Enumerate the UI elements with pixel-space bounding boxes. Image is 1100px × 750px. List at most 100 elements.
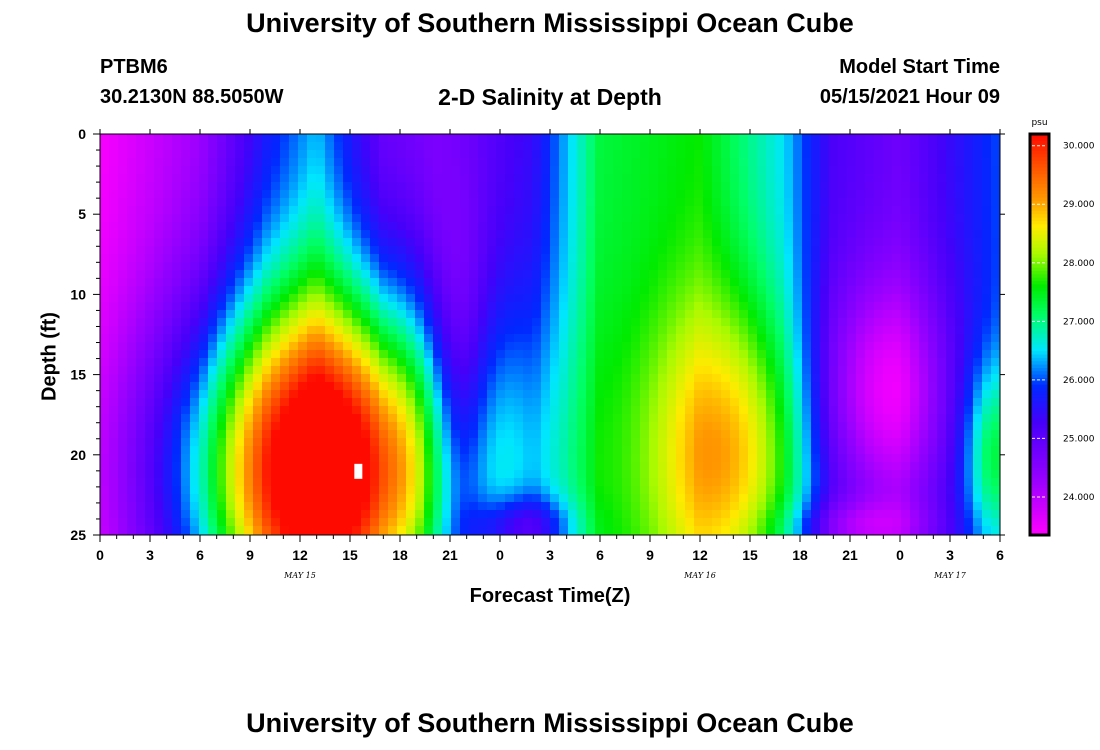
heatmap-cell xyxy=(748,358,758,367)
heatmap-cell xyxy=(928,478,938,487)
heatmap-cell xyxy=(496,342,506,351)
heatmap-cell xyxy=(253,342,263,351)
heatmap-cell xyxy=(748,150,758,159)
heatmap-cell xyxy=(559,190,569,199)
heatmap-cell xyxy=(100,254,110,263)
heatmap-cell xyxy=(577,190,587,199)
heatmap-cell xyxy=(370,454,380,463)
heatmap-cell xyxy=(334,422,344,431)
heatmap-cell xyxy=(397,142,407,151)
heatmap-cell xyxy=(262,326,272,335)
heatmap-cell xyxy=(937,206,947,215)
heatmap-cell xyxy=(685,422,695,431)
heatmap-cell xyxy=(388,462,398,471)
heatmap-cell xyxy=(694,470,704,479)
heatmap-cell xyxy=(568,390,578,399)
heatmap-cell xyxy=(379,454,389,463)
heatmap-cell xyxy=(334,246,344,255)
heatmap-cell xyxy=(163,246,173,255)
heatmap-cell xyxy=(595,166,605,175)
heatmap-cell xyxy=(613,374,623,383)
heatmap-cell xyxy=(442,230,452,239)
heatmap-cell xyxy=(649,398,659,407)
heatmap-cell xyxy=(406,222,416,231)
heatmap-cell xyxy=(991,198,1001,207)
heatmap-cell xyxy=(397,486,407,495)
heatmap-cell xyxy=(829,334,839,343)
heatmap-cell xyxy=(820,374,830,383)
heatmap-cell xyxy=(874,438,884,447)
heatmap-cell xyxy=(181,158,191,167)
heatmap-cell xyxy=(289,206,299,215)
heatmap-cell xyxy=(937,494,947,503)
heatmap-cell xyxy=(676,150,686,159)
heatmap-cell xyxy=(631,198,641,207)
heatmap-cell xyxy=(586,430,596,439)
heatmap-cell xyxy=(253,334,263,343)
heatmap-cell xyxy=(586,222,596,231)
heatmap-cell xyxy=(244,422,254,431)
heatmap-cell xyxy=(298,526,308,535)
heatmap-cell xyxy=(307,350,317,359)
heatmap-cell xyxy=(334,502,344,511)
heatmap-cell xyxy=(928,278,938,287)
heatmap-cell xyxy=(910,398,920,407)
heatmap-cell xyxy=(568,518,578,527)
heatmap-cell xyxy=(649,174,659,183)
heatmap-cell xyxy=(892,286,902,295)
heatmap-cell xyxy=(415,422,425,431)
heatmap-cell xyxy=(352,262,362,271)
heatmap-cell xyxy=(334,390,344,399)
heatmap-cell xyxy=(442,342,452,351)
heatmap-cell xyxy=(190,382,200,391)
heatmap-cell xyxy=(685,470,695,479)
heatmap-cell xyxy=(658,350,668,359)
heatmap-cell xyxy=(379,446,389,455)
heatmap-cell xyxy=(226,294,236,303)
heatmap-cell xyxy=(676,494,686,503)
heatmap-cell xyxy=(928,462,938,471)
heatmap-cell xyxy=(910,486,920,495)
heatmap-cell xyxy=(883,446,893,455)
heatmap-cell xyxy=(280,326,290,335)
heatmap-cell xyxy=(991,238,1001,247)
heatmap-cell xyxy=(919,158,929,167)
heatmap-cell xyxy=(595,494,605,503)
heatmap-cell xyxy=(568,526,578,535)
heatmap-cell xyxy=(325,206,335,215)
heatmap-cell xyxy=(595,174,605,183)
heatmap-cell xyxy=(559,222,569,231)
heatmap-cell xyxy=(460,222,470,231)
heatmap-cell xyxy=(532,374,542,383)
heatmap-cell xyxy=(100,486,110,495)
heatmap-cell xyxy=(901,334,911,343)
heatmap-cell xyxy=(712,198,722,207)
heatmap-cell xyxy=(190,446,200,455)
heatmap-cell xyxy=(559,478,569,487)
heatmap-cell xyxy=(604,310,614,319)
heatmap-cell xyxy=(415,510,425,519)
heatmap-cell xyxy=(883,398,893,407)
heatmap-cell xyxy=(325,174,335,183)
heatmap-cell xyxy=(262,358,272,367)
heatmap-cell xyxy=(217,318,227,327)
heatmap-cell xyxy=(676,166,686,175)
heatmap-cell xyxy=(586,142,596,151)
heatmap-cell xyxy=(946,350,956,359)
heatmap-cell xyxy=(316,350,326,359)
heatmap-cell xyxy=(568,270,578,279)
heatmap-cell xyxy=(910,230,920,239)
heatmap-cell xyxy=(937,142,947,151)
heatmap-cell xyxy=(406,502,416,511)
heatmap-cell xyxy=(694,486,704,495)
heatmap-cell xyxy=(523,462,533,471)
heatmap-cell xyxy=(559,246,569,255)
heatmap-cell xyxy=(577,286,587,295)
heatmap-cell xyxy=(217,230,227,239)
heatmap-cell xyxy=(604,438,614,447)
heatmap-cell xyxy=(685,518,695,527)
heatmap-cell xyxy=(811,366,821,375)
heatmap-cell xyxy=(613,134,623,143)
heatmap-cell xyxy=(361,486,371,495)
heatmap-cell xyxy=(496,302,506,311)
